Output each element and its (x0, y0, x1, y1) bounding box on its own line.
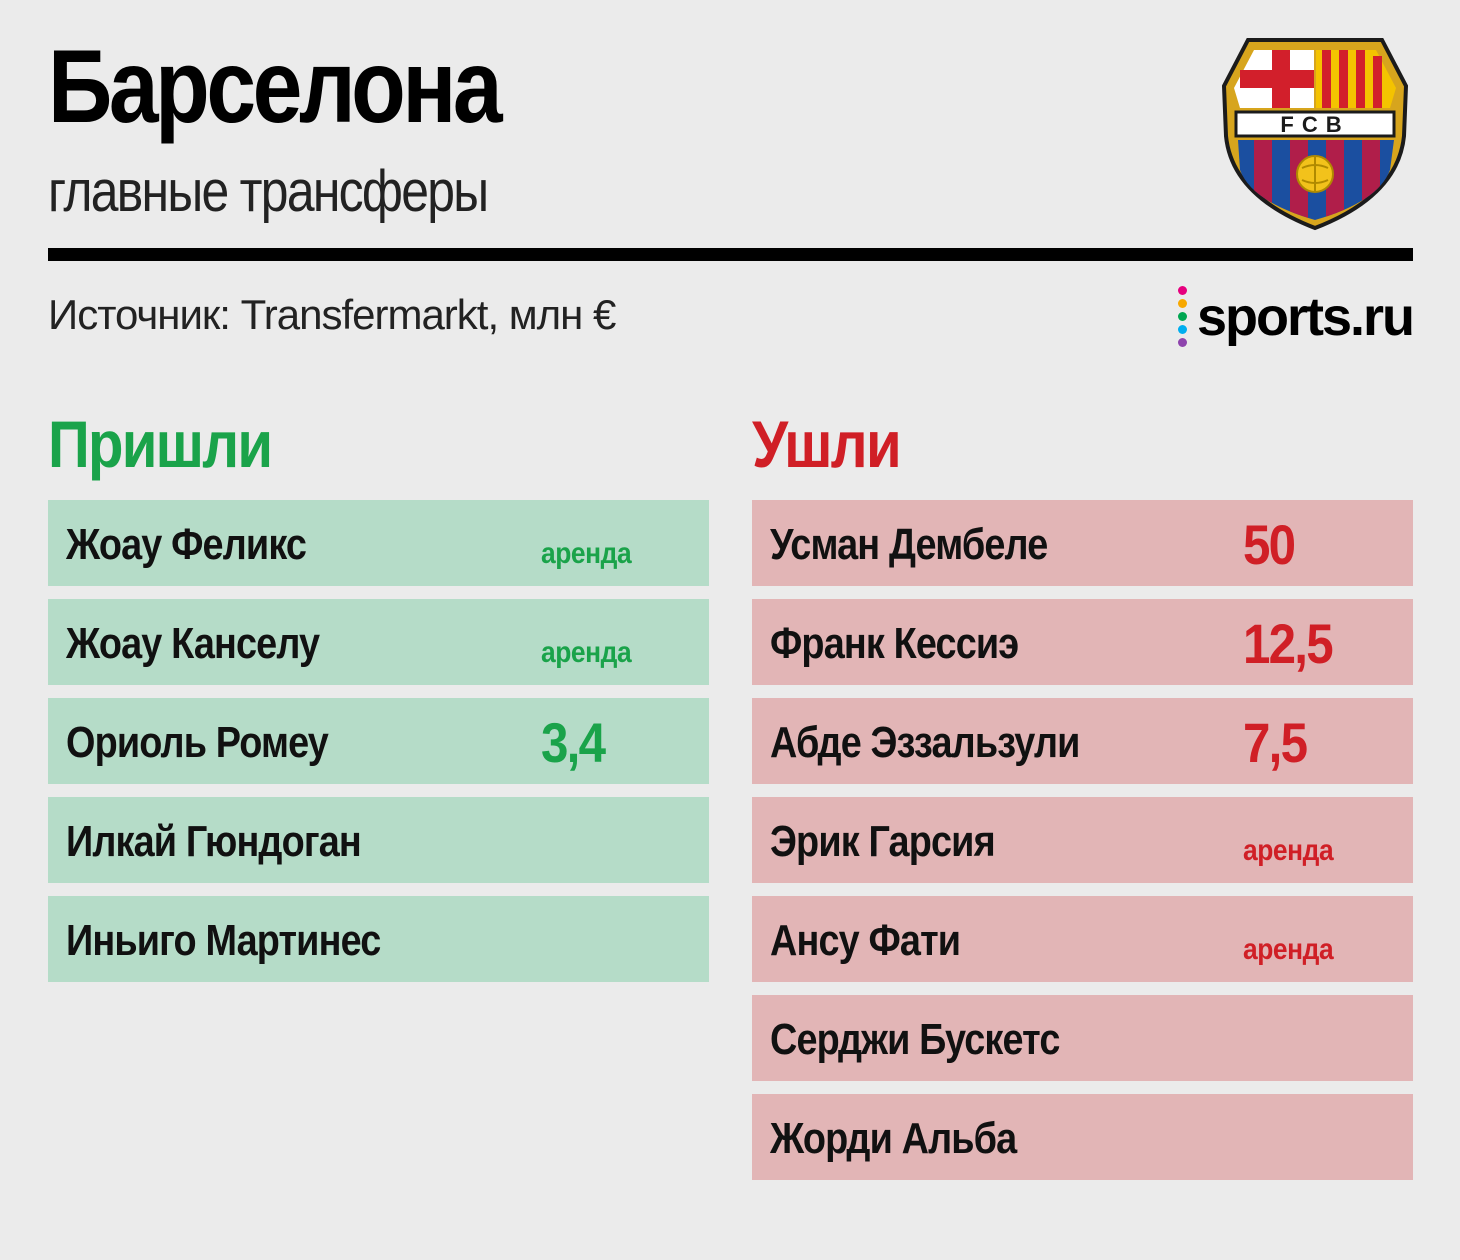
player-name: Жоау Канселу (66, 619, 320, 668)
page-title: Барселона (48, 29, 503, 145)
outgoing-row: Жорди Альба (752, 1094, 1413, 1180)
incoming-row: Жоау Феликс аренда (48, 500, 709, 586)
incoming-list: Жоау Феликс аренда Жоау Канселу аренда Ориол… (48, 500, 709, 995)
loan-label: аренда (1243, 933, 1334, 966)
incoming-row: Илкай Гюндоган (48, 797, 709, 883)
loan-label: аренда (541, 636, 632, 669)
outgoing-heading: Ушли (752, 407, 902, 481)
transfer-fee: 50 (1243, 513, 1296, 576)
outgoing-row: Абде Эззальзули 7,5 (752, 698, 1413, 784)
outgoing-row: Франк Кессиэ 12,5 (752, 599, 1413, 685)
incoming-heading: Пришли (48, 407, 273, 481)
source-note: Источник: Transfermarkt, млн € (48, 291, 616, 338)
outgoing-row: Усман Дембеле 50 (752, 500, 1413, 586)
outgoing-row: Ансу Фати аренда (752, 896, 1413, 982)
player-name: Илкай Гюндоган (66, 817, 362, 866)
incoming-row: Ориоль Ромеу 3,4 (48, 698, 709, 784)
outgoing-list: Усман Дембеле 50 Франк Кессиэ 12,5 Абде Эзза… (752, 500, 1413, 1193)
header-divider (48, 248, 1413, 261)
player-name: Эрик Гарсия (770, 817, 996, 866)
incoming-row: Иньиго Мартинес (48, 896, 709, 982)
loan-label: аренда (541, 537, 632, 570)
player-name: Франк Кессиэ (770, 619, 1019, 668)
sports-ru-logo: sports.ru (1177, 284, 1415, 349)
brand-dot (1177, 312, 1187, 321)
brand-dot (1177, 338, 1187, 347)
brand-dot (1177, 286, 1187, 295)
outgoing-row: Эрик Гарсия аренда (752, 797, 1413, 883)
brand-text: sports.ru (1196, 286, 1415, 347)
outgoing-row: Серджи Бускетс (752, 995, 1413, 1081)
brand-dots-icon (1177, 284, 1187, 349)
player-name: Иньиго Мартинес (66, 916, 381, 965)
brand-dot (1177, 325, 1187, 334)
brand-dot (1177, 299, 1187, 308)
player-name: Жорди Альба (770, 1114, 1017, 1163)
transfer-fee: 7,5 (1243, 711, 1308, 774)
player-name: Серджи Бускетс (770, 1015, 1060, 1064)
player-name: Абде Эззальзули (770, 718, 1080, 767)
page-subtitle: главные трансферы (48, 159, 489, 224)
transfer-fee: 12,5 (1243, 612, 1334, 675)
player-name: Ориоль Ромеу (66, 718, 329, 767)
player-name: Ансу Фати (770, 916, 961, 965)
incoming-row: Жоау Канселу аренда (48, 599, 709, 685)
crest-letters: FCB (1280, 112, 1349, 137)
loan-label: аренда (1243, 834, 1334, 867)
transfer-fee: 3,4 (541, 711, 606, 774)
fc-barcelona-crest-icon: FCB (1221, 38, 1409, 231)
player-name: Жоау Феликс (66, 520, 307, 569)
player-name: Усман Дембеле (770, 520, 1048, 569)
